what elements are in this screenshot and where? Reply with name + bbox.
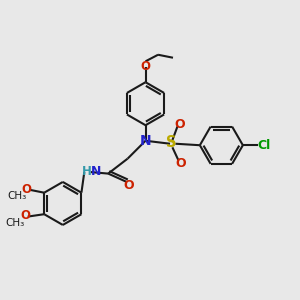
Text: O: O [175, 118, 185, 130]
Text: N: N [140, 134, 151, 148]
Text: CH₃: CH₃ [6, 218, 25, 228]
Text: O: O [22, 183, 32, 196]
Text: N: N [91, 165, 101, 178]
Text: CH₃: CH₃ [7, 191, 26, 201]
Text: O: O [176, 157, 186, 169]
Text: S: S [166, 135, 177, 150]
Text: Cl: Cl [257, 139, 270, 152]
Text: O: O [20, 209, 30, 223]
Text: O: O [123, 179, 134, 192]
Text: O: O [140, 60, 151, 73]
Text: H: H [82, 165, 92, 178]
